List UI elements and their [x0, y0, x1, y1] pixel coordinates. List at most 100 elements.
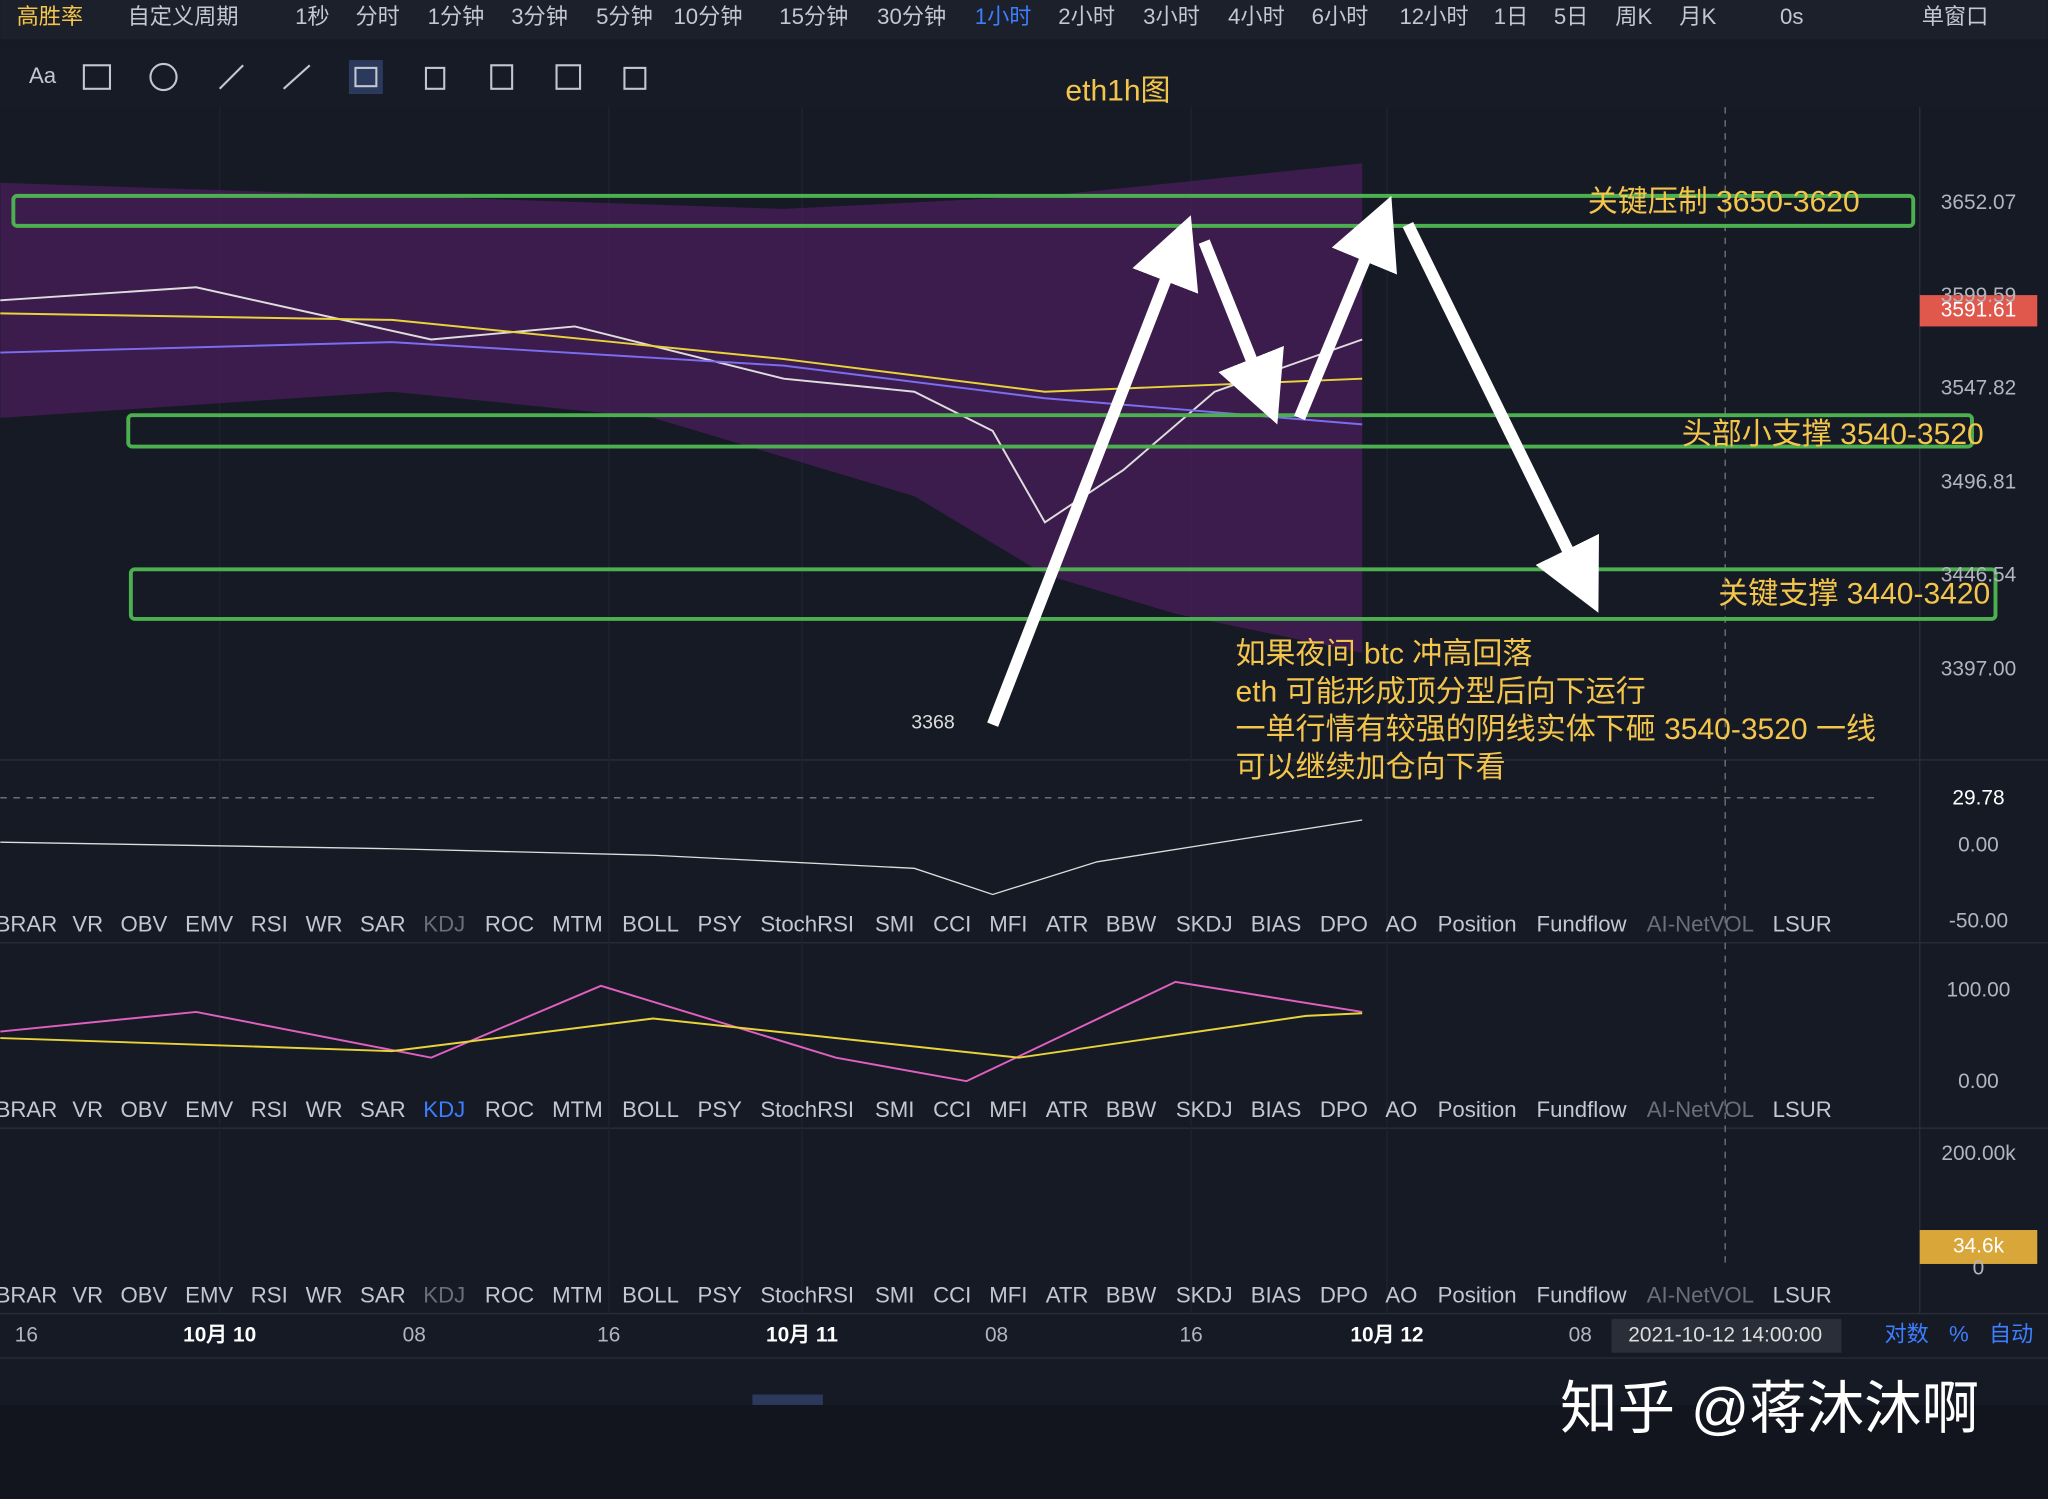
- period-button[interactable]: 4小时: [1228, 4, 1285, 29]
- indicator-tab[interactable]: MFI: [989, 1282, 1027, 1307]
- period-button[interactable]: 10分钟: [673, 4, 742, 29]
- indicator-tab[interactable]: SKDJ: [1176, 1097, 1233, 1122]
- indicator-tab[interactable]: WR: [306, 912, 343, 937]
- indicator-tab[interactable]: Position: [1438, 912, 1517, 937]
- indicator-tab[interactable]: BRAR: [0, 912, 57, 937]
- period-button[interactable]: 6小时: [1312, 4, 1369, 29]
- indicator-tab[interactable]: EMV: [185, 1282, 233, 1307]
- indicator-tab[interactable]: LSUR: [1773, 912, 1832, 937]
- indicator-tab[interactable]: LSUR: [1773, 1097, 1832, 1122]
- indicator-tab[interactable]: SMI: [875, 1282, 914, 1307]
- indicator-tab[interactable]: Fundflow: [1537, 912, 1628, 937]
- indicator-tab[interactable]: BIAS: [1251, 1282, 1302, 1307]
- indicator-tab[interactable]: BRAR: [0, 1097, 57, 1122]
- indicator-tab[interactable]: ATR: [1046, 1282, 1089, 1307]
- period-button[interactable]: 自定义周期: [128, 4, 239, 29]
- indicator-tab[interactable]: SMI: [875, 1097, 914, 1122]
- period-button[interactable]: 5分钟: [596, 4, 653, 29]
- period-button[interactable]: 月K: [1679, 4, 1716, 29]
- indicator-tab[interactable]: AO: [1385, 912, 1417, 937]
- indicator-tab[interactable]: OBV: [120, 1097, 167, 1122]
- indicator-tab[interactable]: ATR: [1046, 1097, 1089, 1122]
- indicator-tab[interactable]: Position: [1438, 1097, 1517, 1122]
- indicator-tab[interactable]: BOLL: [622, 1097, 679, 1122]
- indicator-tab[interactable]: EMV: [185, 912, 233, 937]
- indicator-tab[interactable]: Fundflow: [1537, 1282, 1628, 1307]
- indicator-tab[interactable]: CCI: [933, 1097, 971, 1122]
- period-button[interactable]: 高胜率: [17, 4, 84, 29]
- period-button[interactable]: 30分钟: [877, 4, 946, 29]
- indicator-tab[interactable]: SAR: [360, 1282, 406, 1307]
- indicator-tab[interactable]: PSY: [698, 1282, 743, 1307]
- indicator-tab[interactable]: SAR: [360, 912, 406, 937]
- indicator-tab[interactable]: SKDJ: [1176, 1282, 1233, 1307]
- indicator-tab[interactable]: MTM: [552, 912, 603, 937]
- indicator-tab[interactable]: MTM: [552, 1282, 603, 1307]
- indicator-tab[interactable]: PSY: [698, 1097, 743, 1122]
- period-button[interactable]: 1日: [1494, 4, 1529, 29]
- indicator-tab[interactable]: AO: [1385, 1282, 1417, 1307]
- period-button[interactable]: 单窗口: [1922, 4, 1989, 29]
- scroll-handle[interactable]: [752, 1394, 823, 1405]
- indicator-tab[interactable]: Position: [1438, 1282, 1517, 1307]
- indicator-tab[interactable]: OBV: [120, 912, 167, 937]
- indicator-tab[interactable]: KDJ: [423, 1097, 465, 1122]
- indicator-tab[interactable]: SAR: [360, 1097, 406, 1122]
- period-button[interactable]: 12小时: [1399, 4, 1468, 29]
- period-button[interactable]: 周K: [1615, 4, 1652, 29]
- indicator-tab[interactable]: StochRSI: [760, 1282, 854, 1307]
- indicator-tab[interactable]: ROC: [485, 1282, 534, 1307]
- period-button[interactable]: 5日: [1554, 4, 1589, 29]
- indicator-tab[interactable]: KDJ: [423, 1282, 465, 1307]
- axis-option[interactable]: 自动: [1989, 1322, 2033, 1347]
- indicator-tab[interactable]: StochRSI: [760, 912, 854, 937]
- period-button[interactable]: 1秒: [295, 4, 330, 29]
- indicator-tab[interactable]: BBW: [1106, 912, 1157, 937]
- indicator-tab[interactable]: RSI: [251, 1097, 288, 1122]
- indicator-tab[interactable]: RSI: [251, 912, 288, 937]
- indicator-tab[interactable]: PSY: [698, 912, 743, 937]
- axis-option[interactable]: 对数: [1884, 1322, 1928, 1347]
- indicator-tab[interactable]: VR: [72, 912, 103, 937]
- indicator-tab[interactable]: BOLL: [622, 1282, 679, 1307]
- indicator-tab[interactable]: WR: [306, 1282, 343, 1307]
- indicator-tab[interactable]: LSUR: [1773, 1282, 1832, 1307]
- indicator-tab[interactable]: VR: [72, 1097, 103, 1122]
- indicator-tab[interactable]: KDJ: [423, 912, 465, 937]
- indicator-tab[interactable]: AI-NetVOL: [1647, 1097, 1754, 1122]
- period-button[interactable]: 1小时: [975, 4, 1032, 29]
- period-button[interactable]: 3小时: [1143, 4, 1200, 29]
- period-button[interactable]: 分时: [355, 4, 399, 29]
- indicator-tab[interactable]: AI-NetVOL: [1647, 912, 1754, 937]
- indicator-tab[interactable]: CCI: [933, 912, 971, 937]
- indicator-tab[interactable]: BRAR: [0, 1282, 57, 1307]
- period-button[interactable]: 15分钟: [779, 4, 848, 29]
- indicator-tab[interactable]: MTM: [552, 1097, 603, 1122]
- active-tool[interactable]: [348, 60, 383, 95]
- indicator-tab[interactable]: Fundflow: [1537, 1097, 1628, 1122]
- indicator-tab[interactable]: BOLL: [622, 912, 679, 937]
- indicator-tab[interactable]: DPO: [1320, 1097, 1368, 1122]
- indicator-tab[interactable]: ATR: [1046, 912, 1089, 937]
- indicator-tab[interactable]: BIAS: [1251, 1097, 1302, 1122]
- indicator-tab[interactable]: OBV: [120, 1282, 167, 1307]
- indicator-tab[interactable]: BBW: [1106, 1282, 1157, 1307]
- period-button[interactable]: 0s: [1780, 4, 1803, 29]
- indicator-tab[interactable]: DPO: [1320, 912, 1368, 937]
- indicator-tab[interactable]: RSI: [251, 1282, 288, 1307]
- axis-option[interactable]: %: [1949, 1322, 1969, 1347]
- indicator-tab[interactable]: DPO: [1320, 1282, 1368, 1307]
- indicator-tab[interactable]: SMI: [875, 912, 914, 937]
- indicator-tab[interactable]: BIAS: [1251, 912, 1302, 937]
- indicator-tab[interactable]: SKDJ: [1176, 912, 1233, 937]
- font-button[interactable]: Aa: [29, 63, 57, 88]
- indicator-tab[interactable]: MFI: [989, 912, 1027, 937]
- indicator-tab[interactable]: BBW: [1106, 1097, 1157, 1122]
- indicator-tab[interactable]: AI-NetVOL: [1647, 1282, 1754, 1307]
- indicator-tab[interactable]: ROC: [485, 912, 534, 937]
- indicator-tab[interactable]: CCI: [933, 1282, 971, 1307]
- indicator-tab[interactable]: MFI: [989, 1097, 1027, 1122]
- indicator-tab[interactable]: WR: [306, 1097, 343, 1122]
- period-button[interactable]: 3分钟: [511, 4, 568, 29]
- period-button[interactable]: 1分钟: [428, 4, 485, 29]
